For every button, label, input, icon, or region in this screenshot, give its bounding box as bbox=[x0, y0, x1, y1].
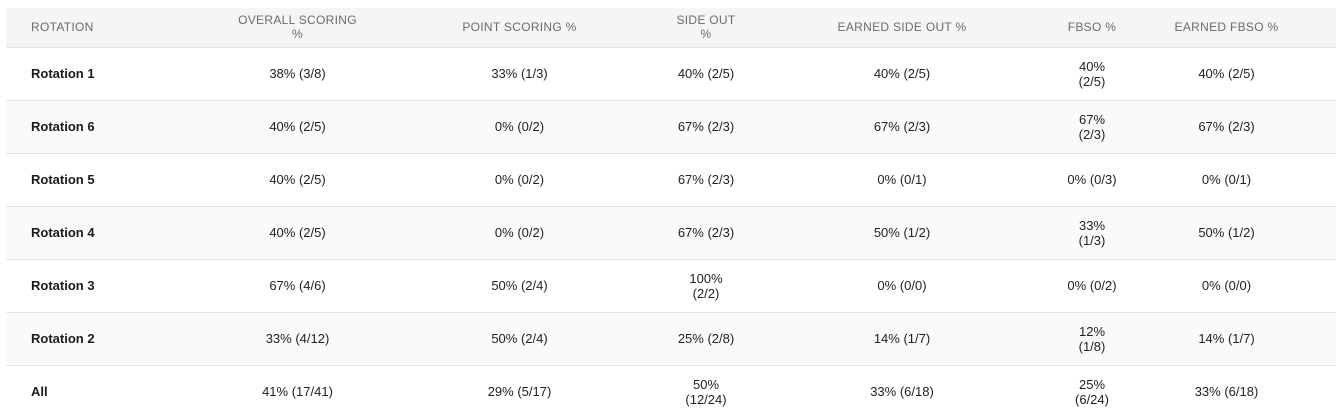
cell-earned-fbso: 14% (1/7) bbox=[1117, 312, 1336, 366]
cell-rotation: All bbox=[31, 384, 48, 400]
table-body: Rotation 1 38% (3/8) 33% (1/3) 40% (2/5)… bbox=[6, 47, 1336, 418]
cell-side-out: 100% (2/2) bbox=[675, 259, 737, 313]
cell-fbso: 33% (1/3) bbox=[1067, 206, 1117, 260]
cell-fbso: 0% (0/3) bbox=[1067, 153, 1117, 207]
table-row: Rotation 1 38% (3/8) 33% (1/3) 40% (2/5)… bbox=[6, 47, 1336, 101]
cell-rotation: Rotation 4 bbox=[6, 206, 231, 260]
cell-point-scoring: 50% (2/4) bbox=[364, 259, 675, 313]
cell-rotation: Rotation 3 bbox=[6, 259, 231, 313]
cell-earned-side-out: 40% (2/5) bbox=[737, 47, 1067, 101]
cell-overall-scoring: 38% (3/8) bbox=[231, 47, 364, 101]
cell-earned-side-out: 50% (1/2) bbox=[737, 206, 1067, 260]
header-point-scoring[interactable]: POINT SCORING % bbox=[364, 8, 675, 48]
cell-rotation: Rotation 6 bbox=[6, 100, 231, 154]
cell-overall-scoring: 40% (2/5) bbox=[231, 100, 364, 154]
header-earned-fbso[interactable]: EARNED FBSO % bbox=[1117, 8, 1336, 48]
cell-point-scoring: 0% (0/2) bbox=[364, 153, 675, 207]
rotation-stats-table-wrapper: ROTATION OVERALL SCORING % POINT SCORING… bbox=[6, 8, 1336, 418]
header-earned-side-out[interactable]: EARNED SIDE OUT % bbox=[737, 8, 1067, 48]
cell-point-scoring: 50% (2/4) bbox=[364, 312, 675, 366]
cell-fbso: 0% (0/2) bbox=[1067, 259, 1117, 313]
cell-rotation: Rotation 2 bbox=[6, 312, 231, 366]
cell-fbso: 40% (2/5) bbox=[1067, 47, 1117, 101]
table-row: Rotation 4 40% (2/5) 0% (0/2) 67% (2/3) … bbox=[6, 206, 1336, 260]
header-side-out[interactable]: SIDE OUT % bbox=[675, 8, 737, 48]
header-rotation[interactable]: ROTATION bbox=[6, 8, 231, 48]
rotation-stats-table: ROTATION OVERALL SCORING % POINT SCORING… bbox=[6, 8, 1336, 418]
cell-earned-side-out: 0% (0/0) bbox=[737, 259, 1067, 313]
cell-overall-scoring: 33% (4/12) bbox=[231, 312, 364, 366]
cell-side-out: 25% (2/8) bbox=[675, 312, 737, 366]
cell-earned-fbso: 50% (1/2) bbox=[1117, 206, 1336, 260]
cell-point-scoring: 33% (1/3) bbox=[364, 47, 675, 101]
cell-earned-side-out: 67% (2/3) bbox=[737, 100, 1067, 154]
table-row-total: All 41% (17/41) 29% (5/17) 50% (12/24) 3… bbox=[6, 365, 1336, 418]
cell-point-scoring: 0% (0/2) bbox=[364, 100, 675, 154]
table-row: Rotation 2 33% (4/12) 50% (2/4) 25% (2/8… bbox=[6, 312, 1336, 366]
cell-point-scoring: 29% (5/17) bbox=[487, 384, 552, 400]
header-fbso[interactable]: FBSO % bbox=[1067, 8, 1117, 48]
cell-rotation: Rotation 1 bbox=[6, 47, 231, 101]
cell-overall-scoring: 41% (17/41) bbox=[262, 384, 333, 400]
table-row: Rotation 5 40% (2/5) 0% (0/2) 67% (2/3) … bbox=[6, 153, 1336, 207]
cell-side-out: 67% (2/3) bbox=[675, 206, 737, 260]
cell-fbso: 67% (2/3) bbox=[1067, 100, 1117, 154]
cell-side-out: 67% (2/3) bbox=[675, 153, 737, 207]
table-row: Rotation 6 40% (2/5) 0% (0/2) 67% (2/3) … bbox=[6, 100, 1336, 154]
cell-side-out: 67% (2/3) bbox=[675, 100, 737, 154]
cell-earned-side-out: 33% (6/18) bbox=[870, 384, 934, 400]
cell-fbso: 12% (1/8) bbox=[1067, 312, 1117, 366]
cell-overall-scoring: 67% (4/6) bbox=[231, 259, 364, 313]
cell-side-out: 50% (12/24) bbox=[685, 376, 727, 407]
cell-point-scoring: 0% (0/2) bbox=[364, 206, 675, 260]
cell-earned-fbso: 0% (0/1) bbox=[1117, 153, 1336, 207]
header-overall-scoring[interactable]: OVERALL SCORING % bbox=[231, 8, 364, 48]
cell-earned-fbso: 67% (2/3) bbox=[1117, 100, 1336, 154]
cell-earned-fbso: 33% (6/18) bbox=[1194, 384, 1259, 400]
cell-rotation: Rotation 5 bbox=[6, 153, 231, 207]
cell-earned-fbso: 40% (2/5) bbox=[1117, 47, 1336, 101]
cell-fbso: 25% (6/24) bbox=[1075, 376, 1109, 407]
cell-earned-fbso: 0% (0/0) bbox=[1117, 259, 1336, 313]
cell-earned-side-out: 14% (1/7) bbox=[737, 312, 1067, 366]
cell-overall-scoring: 40% (2/5) bbox=[231, 153, 364, 207]
header-row: ROTATION OVERALL SCORING % POINT SCORING… bbox=[6, 8, 1336, 48]
cell-overall-scoring: 40% (2/5) bbox=[231, 206, 364, 260]
table-header: ROTATION OVERALL SCORING % POINT SCORING… bbox=[6, 8, 1336, 48]
table-row: Rotation 3 67% (4/6) 50% (2/4) 100% (2/2… bbox=[6, 259, 1336, 313]
cell-earned-side-out: 0% (0/1) bbox=[737, 153, 1067, 207]
cell-side-out: 40% (2/5) bbox=[675, 47, 737, 101]
